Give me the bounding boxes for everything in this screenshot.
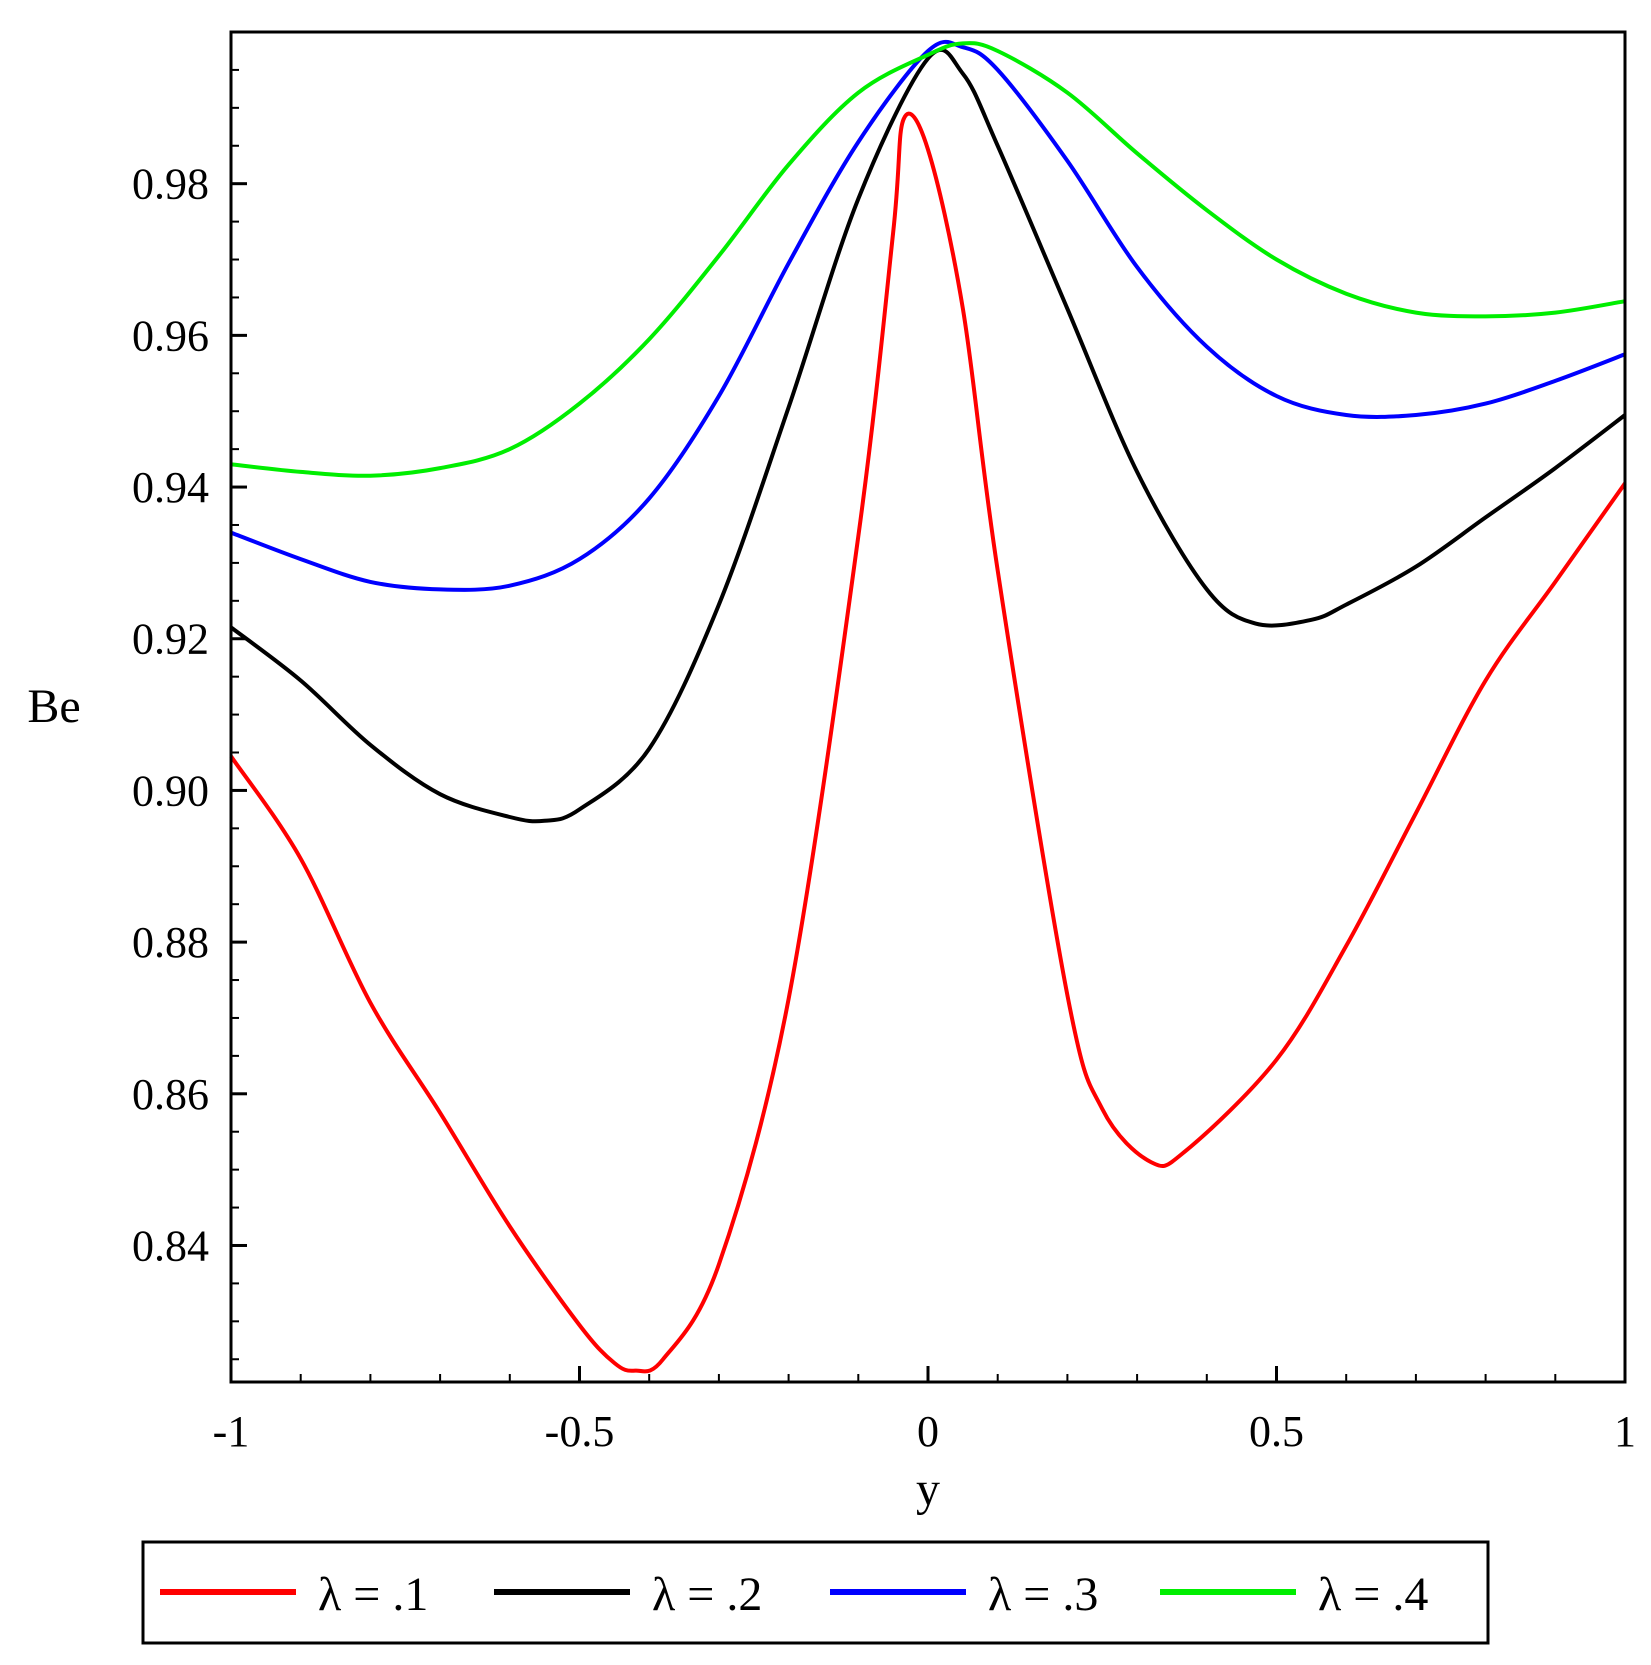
legend-label-2: λ = .2	[652, 1568, 762, 1621]
series-lines	[229, 39, 1627, 1374]
legend-label-4: λ = .4	[1318, 1568, 1428, 1621]
x-axis-ticks: -1 -0.5 0 0.5 1	[213, 1366, 1636, 1456]
series-line-1	[229, 111, 1627, 1374]
plot-frame	[229, 30, 1627, 1384]
y-tick-label: 0.94	[132, 463, 209, 512]
y-axis-label: Be	[27, 680, 80, 733]
y-tick-label: 0.84	[132, 1221, 209, 1270]
x-tick-label: -0.5	[545, 1407, 615, 1456]
x-tick-label: 1	[1614, 1407, 1636, 1456]
legend: λ = .1 λ = .2 λ = .3 λ = .4	[141, 1540, 1490, 1645]
series-line-3	[230, 39, 1626, 592]
y-axis-ticks: 0.84 0.86 0.88 0.90 0.92 0.94 0.96 0.98	[132, 68, 247, 1361]
y-tick-label: 0.86	[132, 1070, 209, 1119]
y-tick-label: 0.88	[132, 918, 209, 967]
y-tick-label: 0.98	[132, 160, 209, 209]
y-tick-label: 0.92	[132, 615, 209, 664]
y-tick-label: 0.90	[132, 766, 209, 815]
legend-label-3: λ = .3	[988, 1568, 1098, 1621]
x-axis-label: y	[916, 1463, 940, 1516]
y-tick-label: 0.96	[132, 311, 209, 360]
x-tick-label: 0.5	[1249, 1407, 1304, 1456]
series-line-2	[229, 47, 1627, 824]
x-tick-label: 0	[917, 1407, 939, 1456]
series-line-4	[230, 41, 1626, 478]
legend-label-1: λ = .1	[318, 1568, 428, 1621]
x-tick-label: -1	[213, 1407, 250, 1456]
